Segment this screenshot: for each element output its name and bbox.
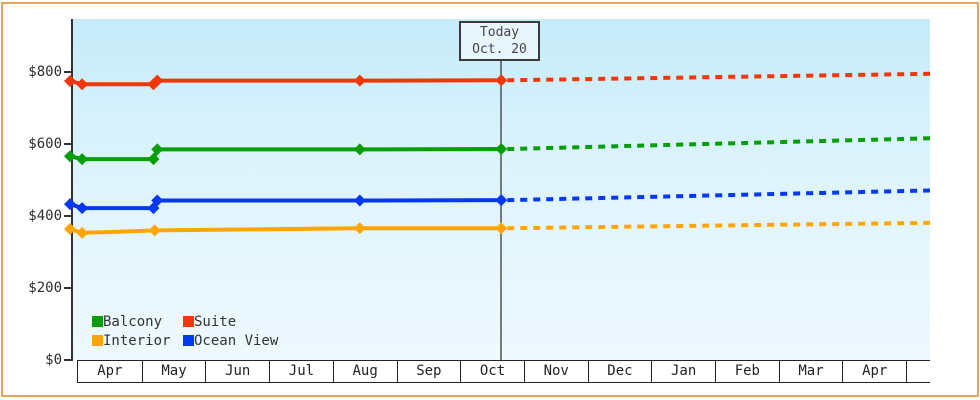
legend-label-ocean-view: Ocean View (194, 332, 279, 349)
month-cell-aug-4: Aug (332, 361, 397, 382)
series-forecast-ocean-view (507, 188, 931, 203)
series-marker-balcony (151, 143, 164, 156)
series-marker-ocean-view (151, 194, 164, 207)
series-marker-interior (63, 222, 76, 235)
y-tick-label: $0 (45, 352, 62, 368)
legend-swatch-suite-icon (183, 316, 194, 327)
legend-swatch-ocean-view-icon (183, 335, 194, 346)
series-marker-interior (353, 222, 366, 235)
month-cell-jun-2: Jun (205, 361, 269, 382)
series-marker-ocean-view (353, 194, 366, 207)
legend-item-balcony: Balcony (92, 314, 183, 330)
month-cell-jul-3: Jul (269, 361, 333, 382)
today-marker-box: Today Oct. 20 (459, 21, 540, 61)
series-marker-suite (63, 75, 76, 87)
series-marker-ocean-view (63, 198, 76, 211)
legend-item-suite: Suite (183, 314, 236, 330)
series-line-interior (67, 226, 504, 235)
y-tick-label: $200 (28, 280, 62, 296)
month-cell-apr-0: Apr (97, 363, 123, 379)
series-marker-interior (148, 224, 161, 237)
series-marker-balcony (353, 143, 366, 156)
series-marker-ocean-view (76, 202, 89, 215)
series-marker-interior (495, 222, 508, 235)
month-cell-empty (906, 361, 931, 382)
series-line-balcony (67, 147, 504, 162)
series-marker-balcony (63, 150, 76, 163)
series-marker-balcony (147, 153, 160, 166)
legend-swatch-interior-icon (92, 335, 103, 346)
legend-swatch-balcony-icon (92, 316, 103, 327)
series-marker-interior (76, 226, 89, 239)
month-cell-dec-8: Dec (587, 361, 652, 382)
month-cell-jan-9: Jan (651, 361, 715, 382)
month-cell-may-1: May (141, 361, 206, 382)
series-forecast-interior (507, 220, 931, 231)
series-forecast-balcony (507, 136, 931, 152)
month-cell-oct-6: Oct (460, 361, 524, 382)
x-axis-month-band: Apr May Jun Jul Aug Sep Oct Nov Dec Jan Feb Mar Apr (77, 360, 930, 383)
series-marker-suite (76, 78, 89, 91)
legend-item-interior: Interior (92, 333, 183, 349)
series-marker-ocean-view (495, 194, 508, 207)
month-cell-mar-11: Mar (778, 361, 843, 382)
legend-label-suite: Suite (194, 313, 237, 330)
y-tick-label: $600 (28, 136, 62, 152)
month-cell-sep-5: Sep (396, 361, 461, 382)
month-cell-feb-10: Feb (715, 361, 779, 382)
chart-legend: Balcony Suite Interior Ocean View (92, 312, 278, 350)
series-marker-suite (151, 74, 164, 87)
legend-item-ocean-view: Ocean View (183, 333, 278, 349)
month-cell-nov-7: Nov (523, 361, 588, 382)
series-marker-balcony (495, 143, 508, 156)
y-tick-label: $800 (28, 64, 62, 80)
legend-label-balcony: Balcony (103, 313, 163, 330)
month-cell-apr-12: Apr (842, 361, 906, 382)
today-date: Oct. 20 (472, 42, 527, 57)
series-line-suite (67, 78, 504, 87)
series-marker-suite (495, 74, 508, 87)
series-line-ocean-view (67, 198, 504, 211)
series-forecast-suite (507, 71, 931, 83)
legend-label-interior: Interior (103, 332, 171, 349)
y-tick-label: $400 (28, 208, 62, 224)
series-marker-suite (353, 74, 366, 87)
series-marker-balcony (76, 153, 89, 166)
today-label: Today (479, 25, 520, 40)
